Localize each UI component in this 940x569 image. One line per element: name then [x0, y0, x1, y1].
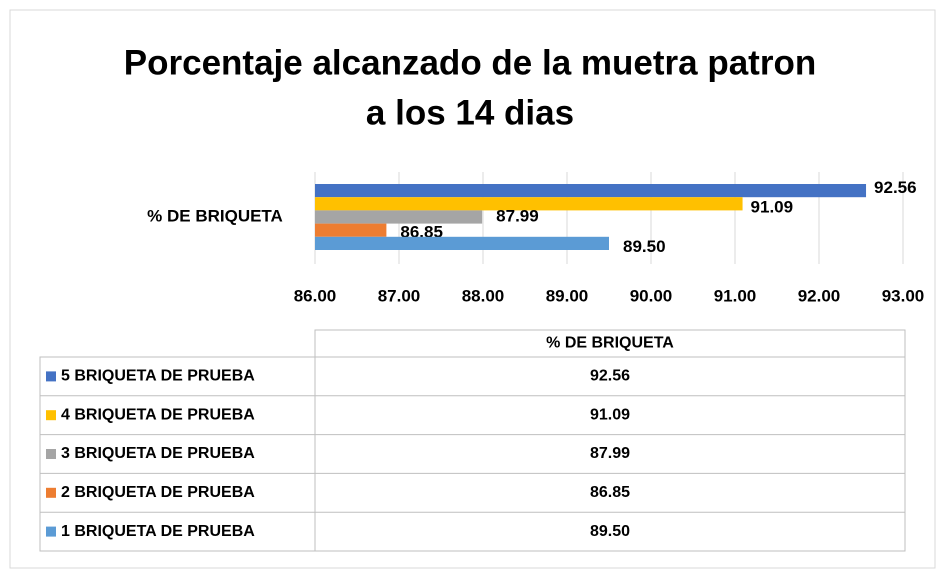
- x-tick-label: 92.00: [798, 286, 841, 305]
- legend-swatch: [46, 410, 56, 421]
- table-value: 86.85: [590, 484, 630, 501]
- x-tick-label: 86.00: [294, 286, 337, 305]
- bar: [315, 223, 387, 237]
- table-header: % DE BRIQUETA: [546, 335, 674, 352]
- x-tick-label: 88.00: [462, 286, 505, 305]
- data-label: 89.50: [623, 237, 666, 256]
- bar: [315, 184, 867, 198]
- bar: [315, 210, 483, 224]
- table-body: [39, 356, 906, 552]
- y-tick-label: % DE BRIQUETA: [147, 206, 283, 225]
- table-value: 91.09: [590, 406, 630, 423]
- chart-title: Porcentaje alcanzado de la muetra patron: [124, 43, 816, 82]
- legend-swatch: [46, 487, 56, 498]
- legend-label: 4 BRIQUETA DE PRUEBA: [61, 406, 255, 423]
- table-value: 87.99: [590, 445, 630, 462]
- legend-label: 2 BRIQUETA DE PRUEBA: [61, 484, 255, 501]
- bar: [315, 197, 743, 211]
- legend-swatch: [46, 449, 56, 459]
- bar: [315, 236, 609, 250]
- x-tick-label: 91.00: [714, 286, 757, 305]
- legend-label: 1 BRIQUETA DE PRUEBA: [61, 523, 255, 540]
- x-tick-label: 87.00: [378, 286, 421, 305]
- x-tick-label: 89.00: [546, 286, 589, 305]
- legend-label: 3 BRIQUETA DE PRUEBA: [61, 445, 255, 462]
- chart-title: a los 14 dias: [366, 93, 574, 132]
- data-label: 87.99: [496, 206, 539, 225]
- legend-swatch: [46, 526, 56, 537]
- legend-label: 5 BRIQUETA DE PRUEBA: [61, 368, 255, 385]
- legend-swatch: [46, 371, 56, 382]
- chart-border: [9, 9, 936, 569]
- x-tick-label: 90.00: [630, 286, 673, 305]
- data-label: 92.56: [874, 178, 917, 197]
- table-value: 89.50: [590, 523, 630, 540]
- x-tick-label: 93.00: [882, 286, 925, 305]
- table-value: 92.56: [590, 368, 630, 385]
- data-label: 91.09: [751, 197, 794, 216]
